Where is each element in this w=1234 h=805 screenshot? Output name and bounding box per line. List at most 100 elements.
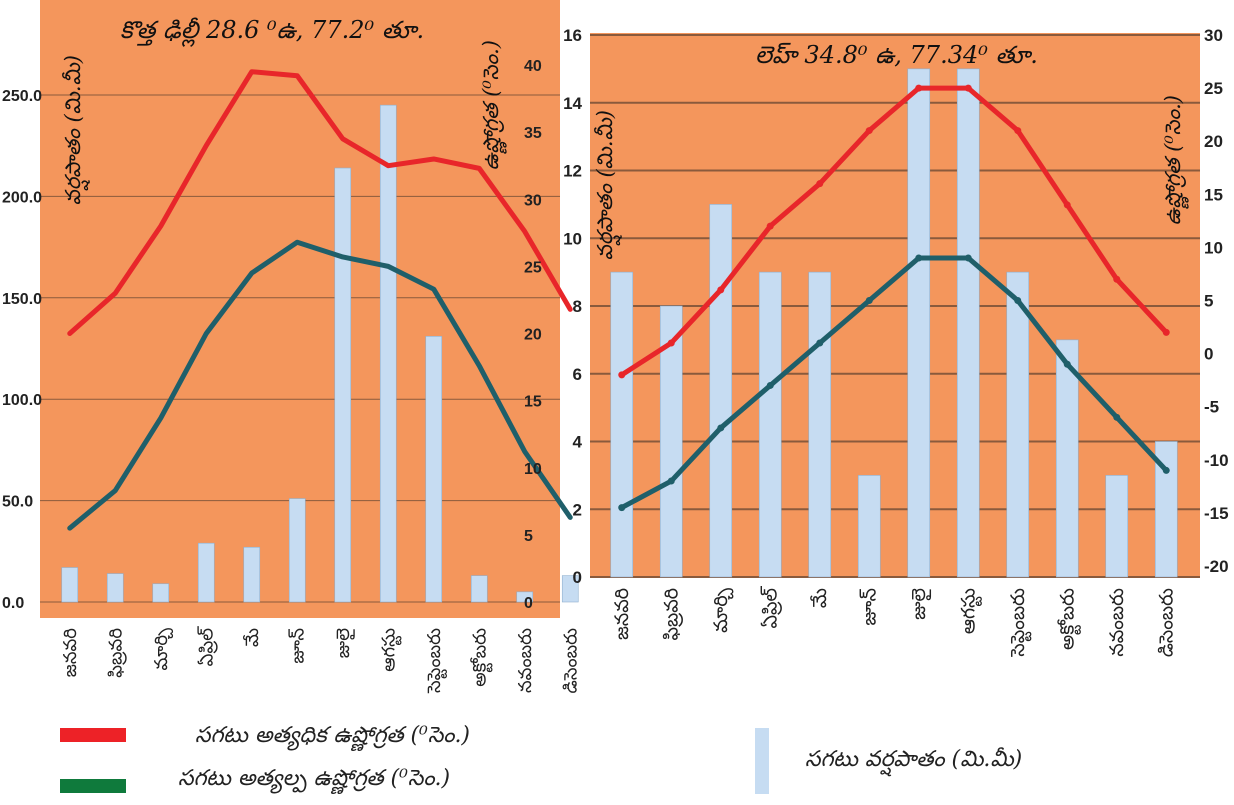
temp-point: [1014, 127, 1022, 135]
temp-point: [1162, 466, 1170, 474]
rain-bar: [561, 575, 579, 603]
right-tick-label: 20: [524, 327, 542, 344]
right-tick-label: 25: [524, 259, 542, 276]
category-label: ఫిబ్రవరి: [660, 588, 683, 641]
right-tick-label: -20: [1204, 557, 1229, 576]
right-tick-label: 40: [524, 58, 542, 75]
category-label: సెప్టెంబరు: [424, 628, 447, 694]
rain-bar: [425, 336, 443, 603]
left-tick-label: 16: [563, 26, 582, 45]
rain-bar: [808, 271, 832, 578]
temp-point: [964, 84, 972, 92]
category-label: జూన్: [287, 628, 308, 664]
rain-bar: [1055, 339, 1079, 578]
left-tick-label: 14: [563, 94, 582, 113]
right-tick-label: 35: [524, 125, 542, 142]
category-label: మే: [242, 628, 263, 647]
category-label: ఫిబ్రవరి: [105, 628, 127, 678]
category-label: ఆగస్టు: [957, 588, 982, 634]
temp-point: [1063, 201, 1071, 209]
right-tick-label: 5: [1204, 292, 1213, 311]
category-label: జనవరి: [611, 588, 633, 640]
legend-swatch-rain: [755, 728, 769, 794]
temp-point: [1014, 297, 1022, 304]
rain-bar: [857, 475, 881, 578]
left-tick-label: 150.0: [2, 291, 42, 308]
temp-point: [717, 286, 725, 294]
chart-2: 0 2 4 6 8 10 12 14 16 -20 -15 -10 -5 0 5 10 15 20 25 30 జనవర…: [563, 26, 1229, 658]
right-tick-label: -5: [1204, 398, 1219, 417]
rain-bar: [659, 305, 683, 578]
right-tick-label: 25: [1204, 79, 1223, 98]
category-label: జూన్: [858, 588, 880, 626]
rain-bar: [907, 68, 931, 578]
temp-point: [915, 84, 923, 92]
temp-point: [766, 222, 774, 230]
category-label: డిసెంబరు: [560, 628, 581, 693]
right-tick-label: 30: [1204, 26, 1223, 45]
right-tick-label: -15: [1204, 504, 1229, 523]
category-label: అక్టోబరు: [469, 628, 492, 687]
left-tick-label: 10: [563, 229, 582, 248]
legend-swatch-min: [60, 779, 126, 793]
left-tick-label: 2: [573, 500, 582, 519]
right-tick-label: 10: [1204, 238, 1223, 257]
category-label: ఏప్రిల్: [759, 585, 782, 628]
rain-bar: [197, 542, 215, 603]
left-tick-label: 100.0: [2, 392, 42, 409]
rain-bar: [61, 567, 79, 603]
left-tick-label: 4: [573, 433, 583, 452]
right-tick-label: 15: [524, 394, 542, 411]
left-tick-label: 12: [563, 162, 582, 181]
rain-bar: [709, 204, 733, 578]
left-tick-label: 8: [573, 297, 582, 316]
category-label: మార్చి: [710, 588, 734, 633]
legend-max-label: సగటు అత్యధిక ఉష్ణోగ్రత (⁰సెం.): [195, 723, 471, 748]
rain-bar: [106, 573, 124, 603]
category-label: నవంబరు: [1106, 588, 1128, 657]
left-tick-label: 50.0: [2, 494, 33, 511]
rain-bar: [956, 68, 980, 578]
left-tick-label: 0: [573, 568, 582, 587]
category-label: మార్చి: [151, 627, 174, 670]
category-label: డిసెంబరు: [1155, 588, 1177, 657]
rain-bar: [379, 104, 397, 603]
category-label: జులై: [908, 588, 932, 620]
chart-title: లెహ్ 34.8⁰ ఉ, 77.34⁰ తూ.: [755, 41, 1038, 69]
rain-bar: [334, 167, 352, 603]
legend-swatch-max: [60, 728, 126, 742]
right-tick-label: 10: [524, 461, 542, 478]
temp-point: [1113, 413, 1121, 421]
right-tick-label: 15: [1204, 185, 1223, 204]
temp-point: [865, 127, 873, 135]
max-temp-line: [619, 85, 1169, 378]
rain-bar: [610, 271, 634, 578]
right-axis-label: ఉష్ణోగ్రత (⁰సెం.): [479, 40, 508, 170]
temp-point: [618, 371, 626, 379]
right-tick-label: 0: [524, 595, 533, 612]
rain-bar: [152, 583, 170, 603]
temp-point: [667, 477, 675, 485]
left-tick-label: 200.0: [2, 189, 42, 206]
right-tick-label: 20: [1204, 132, 1223, 151]
right-tick-label: -10: [1204, 451, 1229, 470]
category-label: జులై: [333, 628, 355, 658]
temp-point: [915, 254, 923, 262]
temp-point: [766, 381, 774, 389]
chart-title: కొత్త ఢిల్లీ 28.6 ⁰ఉ, 77.2⁰ తూ.: [120, 16, 424, 47]
legend-rain-label: సగటు వర్షపాతం (మి.మీ): [805, 747, 1023, 772]
right-tick-label: 0: [1204, 345, 1213, 364]
right-axis-label: ఉష్ణోగ్రత (⁰సెం.): [1161, 95, 1190, 225]
min-temp-line: [67, 239, 573, 531]
rain-bar: [758, 271, 782, 578]
right-tick-label: 30: [524, 192, 542, 209]
max-temp-line: [67, 69, 573, 336]
rain-bar: [243, 546, 261, 603]
category-label: జనవరి: [60, 628, 81, 678]
rain-bar: [1105, 475, 1129, 578]
category-label: అక్టోబరు: [1056, 588, 1081, 650]
temp-point: [618, 504, 626, 512]
category-label: నవంబరు: [515, 628, 536, 693]
temp-point: [1162, 328, 1170, 336]
